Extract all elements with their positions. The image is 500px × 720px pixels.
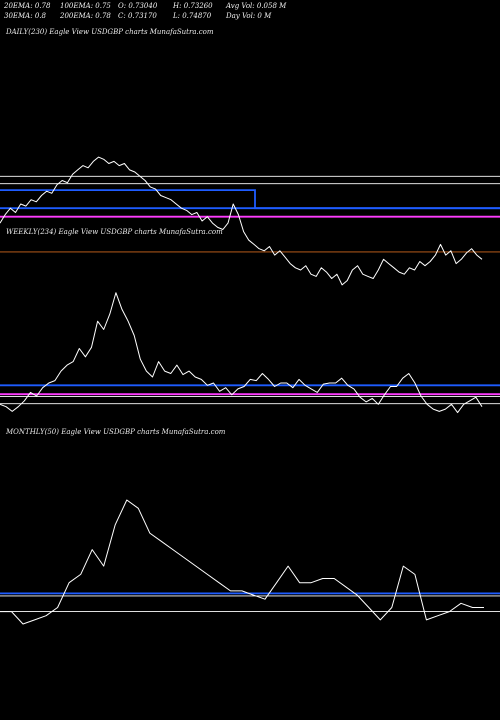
header-low: L: 0.74870	[173, 12, 212, 20]
monthly-price-line-0	[0, 499, 484, 625]
header-open: O: 0.73040	[118, 2, 158, 10]
header-20ema: 20EMA: 0.78	[4, 2, 51, 10]
daily-panel-label: DAILY(230) Eagle View USDGBP charts Muna…	[6, 28, 214, 36]
daily-support-step-line	[0, 189, 500, 210]
weekly-panel-label: WEEKLY(234) Eagle View USDGBP charts Mun…	[6, 228, 223, 236]
header-high: H: 0.73260	[173, 2, 213, 10]
weekly-panel	[0, 292, 500, 414]
header-200ema: 200EMA: 0.78	[60, 12, 111, 20]
weekly-price-line-0	[0, 292, 483, 414]
header-day-vol: Day Vol: 0 M	[226, 12, 272, 20]
monthly-panel	[0, 499, 500, 625]
header-close: C: 0.73170	[118, 12, 157, 20]
monthly-panel-label: MONTHLY(50) Eagle View USDGBP charts Mun…	[6, 428, 226, 436]
daily-price-line-0	[0, 156, 483, 286]
daily-panel	[0, 156, 500, 286]
header-30ema: 30EMA: 0.8	[4, 12, 46, 20]
header-100ema: 100EMA: 0.75	[60, 2, 111, 10]
header-avg-vol: Avg Vol: 0.058 M	[226, 2, 287, 10]
